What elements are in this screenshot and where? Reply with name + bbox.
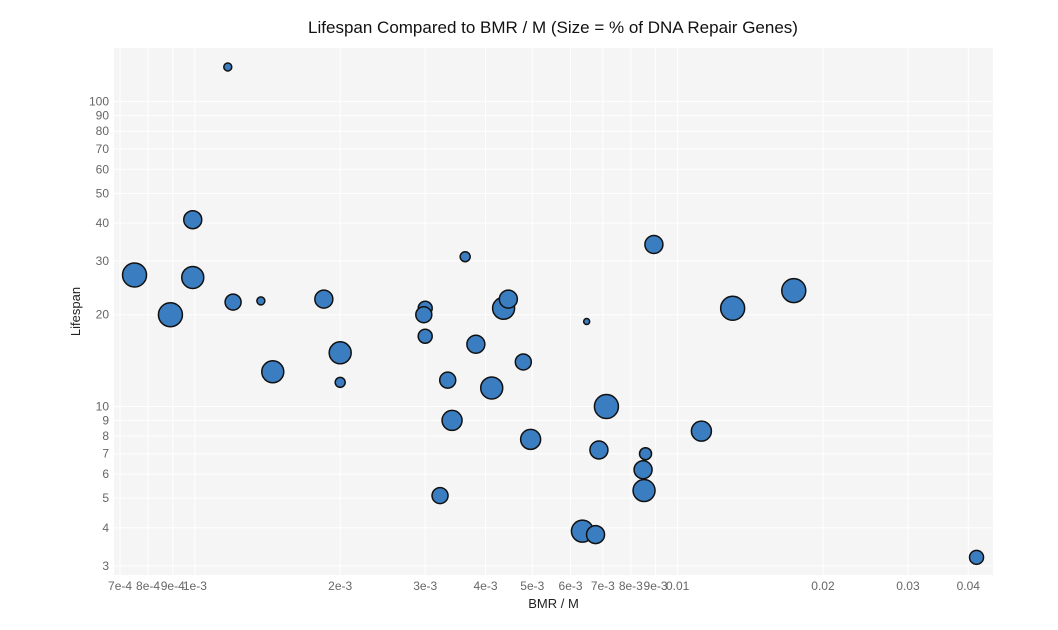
x-axis-label: BMR / M bbox=[528, 596, 579, 611]
data-point bbox=[438, 371, 457, 389]
data-point bbox=[256, 296, 266, 306]
x-tick-label: 5e-3 bbox=[520, 579, 544, 593]
data-point bbox=[328, 341, 352, 365]
data-point bbox=[632, 478, 656, 503]
x-tick-label: 6e-3 bbox=[559, 579, 583, 593]
y-tick-label: 60 bbox=[96, 162, 110, 176]
y-tick-label: 70 bbox=[96, 142, 110, 156]
data-point bbox=[223, 62, 233, 72]
data-point bbox=[181, 265, 205, 290]
data-point bbox=[441, 409, 463, 432]
x-tick-label: 8e-4 bbox=[136, 579, 160, 593]
y-tick-label: 3 bbox=[102, 559, 109, 573]
data-point bbox=[633, 460, 653, 480]
y-tick-label: 7 bbox=[102, 447, 109, 461]
x-tick-label: 0.03 bbox=[896, 579, 920, 593]
plot-panel bbox=[114, 48, 993, 575]
data-point bbox=[519, 428, 542, 451]
y-tick-label: 80 bbox=[96, 124, 110, 138]
x-tick-label: 4e-3 bbox=[474, 579, 498, 593]
data-point bbox=[582, 317, 591, 326]
data-point bbox=[415, 305, 433, 324]
data-point bbox=[431, 486, 449, 505]
data-point bbox=[593, 393, 620, 420]
x-tick-label: 0.02 bbox=[811, 579, 835, 593]
x-tick-label: 0.01 bbox=[666, 579, 690, 593]
y-tick-label: 5 bbox=[102, 491, 109, 505]
x-tick-label: 0.04 bbox=[957, 579, 981, 593]
data-point bbox=[585, 524, 606, 545]
y-tick-label: 90 bbox=[96, 109, 110, 123]
y-tick-label: 20 bbox=[96, 308, 110, 322]
chart-title: Lifespan Compared to BMR / M (Size = % o… bbox=[308, 18, 798, 37]
x-tick-label: 7e-4 bbox=[108, 579, 132, 593]
data-point bbox=[498, 289, 519, 309]
data-point bbox=[781, 277, 807, 304]
y-tick-label: 4 bbox=[102, 521, 109, 535]
data-point bbox=[417, 328, 433, 344]
x-tick-label: 9e-3 bbox=[644, 579, 668, 593]
data-points bbox=[121, 62, 985, 566]
x-tick-label: 1e-3 bbox=[183, 579, 207, 593]
y-tick-label: 8 bbox=[102, 429, 109, 443]
data-point bbox=[314, 289, 334, 309]
data-point bbox=[968, 549, 985, 566]
y-tick-label: 40 bbox=[96, 216, 110, 230]
y-tick-label: 30 bbox=[96, 254, 110, 268]
data-point bbox=[719, 295, 746, 322]
data-point bbox=[514, 353, 533, 371]
x-axis-ticks: 7e-4 8e-4 9e-41e-3 2e-3 3e-3 4e-3 5e-3 6e-3 7e-3… bbox=[108, 579, 980, 593]
x-tick-label: 3e-3 bbox=[413, 579, 437, 593]
data-point bbox=[638, 446, 653, 461]
data-point bbox=[459, 250, 471, 263]
x-tick-label: 9e-4 bbox=[161, 579, 185, 593]
data-point bbox=[334, 376, 346, 389]
x-tick-label: 2e-3 bbox=[328, 579, 352, 593]
data-point bbox=[479, 376, 504, 400]
data-point bbox=[183, 209, 203, 230]
y-tick-label: 50 bbox=[96, 186, 110, 200]
y-tick-label: 100 bbox=[89, 95, 109, 109]
y-tick-label: 6 bbox=[102, 467, 109, 481]
data-point bbox=[690, 420, 713, 442]
x-tick-label: 8e-3 bbox=[619, 579, 643, 593]
y-tick-label: 9 bbox=[102, 413, 109, 427]
data-point bbox=[121, 262, 148, 288]
data-point bbox=[644, 234, 664, 255]
data-point bbox=[224, 293, 242, 311]
grid-lines bbox=[114, 48, 993, 575]
y-axis-label: Lifespan bbox=[68, 287, 83, 336]
x-tick-label: 7e-3 bbox=[591, 579, 615, 593]
data-point bbox=[589, 440, 609, 460]
data-point bbox=[261, 360, 285, 384]
data-point bbox=[466, 334, 486, 355]
data-point bbox=[157, 301, 184, 328]
y-tick-label: 10 bbox=[96, 399, 110, 413]
